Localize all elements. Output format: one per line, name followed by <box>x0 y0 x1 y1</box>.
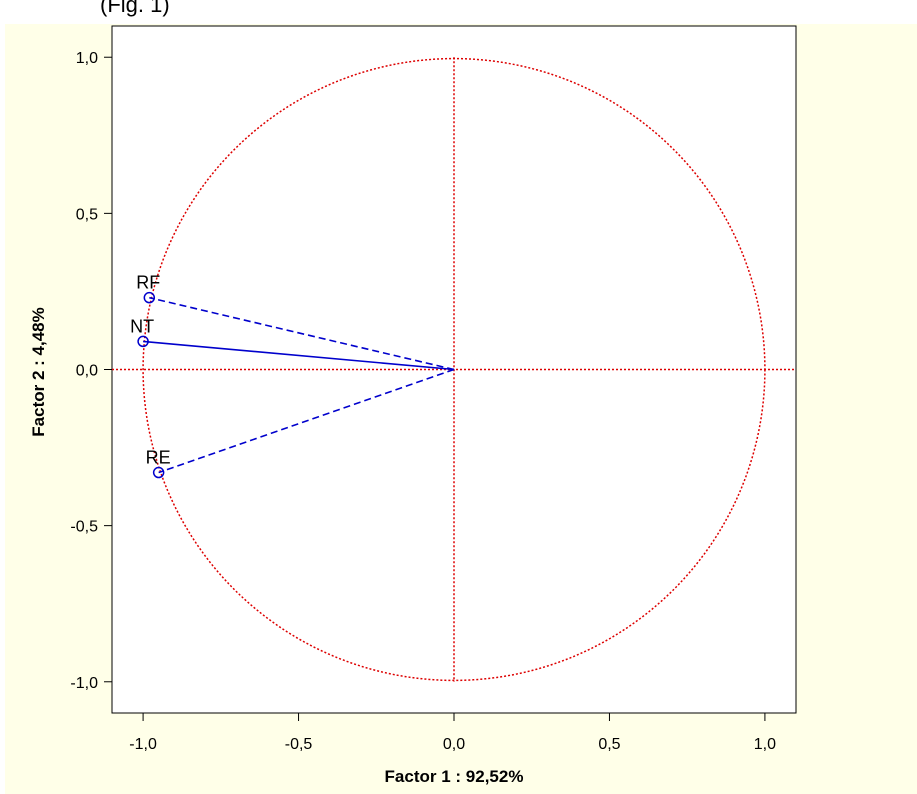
y-tick-label: 1,0 <box>76 50 98 67</box>
factor-points <box>137 291 165 479</box>
vector-re <box>158 368 455 474</box>
x-axis-ticks: -1,0 -0,5 0,0 0,5 1,0 <box>129 713 776 753</box>
vector-nt <box>143 340 455 371</box>
y-tick-label: -0,5 <box>70 519 98 536</box>
point-label-rf: RF <box>136 273 160 293</box>
x-tick-label: -1,0 <box>129 736 157 753</box>
y-tick-label: 0,5 <box>76 206 98 223</box>
y-tick-label: -1,0 <box>70 675 98 692</box>
point-label-nt: NT <box>130 316 154 336</box>
caption-fragment: (Fig. 1) <box>100 0 170 17</box>
x-tick-label: 1,0 <box>754 736 776 753</box>
point-rf <box>143 291 156 304</box>
point-label-re: RE <box>146 448 171 468</box>
vector-rf <box>149 296 455 371</box>
factor-vectors <box>143 296 455 474</box>
point-re <box>152 466 165 479</box>
x-tick-label: 0,5 <box>598 736 620 753</box>
y-axis-ticks: 1,0 0,5 0,0 -0,5 -1,0 <box>70 50 112 692</box>
point-labels: RF NT RE <box>130 273 171 468</box>
x-axis-title: Factor 1 : 92,52% <box>385 767 524 786</box>
x-tick-label: -0,5 <box>285 736 313 753</box>
y-tick-label: 0,0 <box>76 363 98 380</box>
y-axis-title: Factor 2 : 4,48% <box>29 307 48 436</box>
point-nt <box>137 335 149 348</box>
x-tick-label: 0,0 <box>443 736 465 753</box>
